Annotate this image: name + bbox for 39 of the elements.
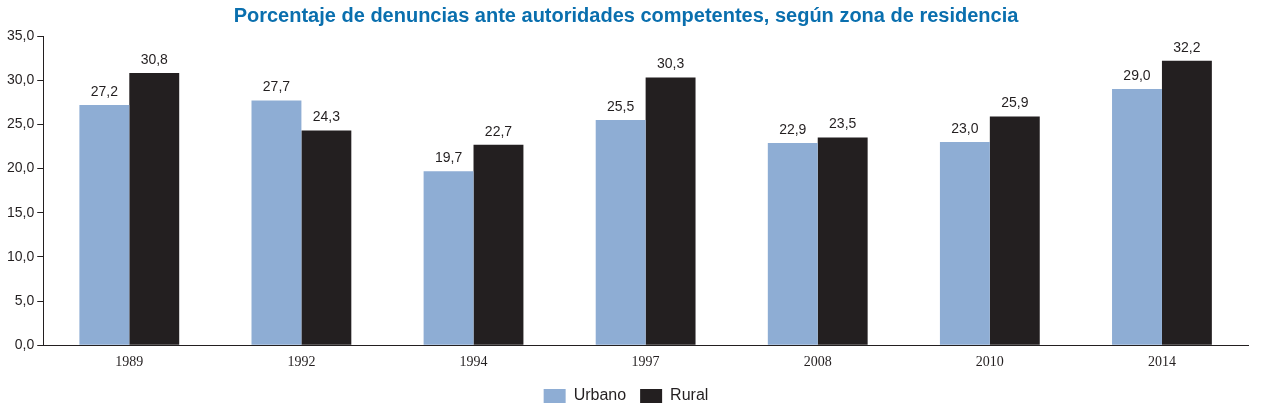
data-label: 30,8 bbox=[140, 50, 169, 67]
bar bbox=[595, 119, 646, 345]
chart-title: Porcentaje de denuncias ante autoridades competentes, según zona de residencia bbox=[233, 3, 1020, 26]
x-tick-label: 1994 bbox=[459, 354, 488, 370]
data-label: 29,0 bbox=[1123, 66, 1151, 83]
data-label: 27,2 bbox=[90, 82, 119, 99]
x-tick-label: 2008 bbox=[803, 354, 832, 370]
data-label: 25,5 bbox=[607, 97, 635, 114]
y-tick-label: 35,0 bbox=[7, 26, 35, 43]
x-tick-label: 2010 bbox=[975, 354, 1004, 370]
x-tick-label: 1997 bbox=[631, 354, 660, 370]
y-tick-label: 20,0 bbox=[7, 159, 35, 176]
data-label: 23,5 bbox=[829, 115, 857, 132]
data-label: 23,0 bbox=[951, 119, 979, 136]
bar bbox=[423, 171, 474, 345]
y-tick-label: 30,0 bbox=[7, 71, 35, 88]
x-tick-label: 1992 bbox=[287, 354, 316, 370]
data-label: 25,9 bbox=[1001, 94, 1029, 111]
legend-label: Urbano bbox=[573, 386, 627, 404]
bar bbox=[939, 142, 990, 345]
bar bbox=[767, 142, 818, 345]
data-label: 24,3 bbox=[312, 108, 341, 125]
data-label: 32,2 bbox=[1173, 38, 1201, 55]
y-tick-label: 25,0 bbox=[7, 115, 35, 132]
data-label: 22,9 bbox=[779, 120, 807, 137]
data-label: 22,7 bbox=[484, 122, 513, 139]
data-label: 19,7 bbox=[434, 149, 463, 166]
y-tick-label: 15,0 bbox=[7, 203, 35, 220]
data-label: 30,3 bbox=[656, 55, 685, 72]
y-tick-label: 5,0 bbox=[14, 291, 35, 308]
x-tick-label: 1989 bbox=[115, 354, 144, 370]
y-tick-label: 0,0 bbox=[14, 336, 35, 353]
data-label: 27,7 bbox=[262, 78, 291, 95]
x-tick-label: 2014 bbox=[1147, 354, 1176, 370]
y-tick-label: 10,0 bbox=[7, 247, 35, 264]
bar bbox=[251, 100, 302, 345]
bar bbox=[1112, 89, 1162, 345]
legend-label: Rural bbox=[670, 386, 709, 404]
bar bbox=[79, 104, 130, 345]
